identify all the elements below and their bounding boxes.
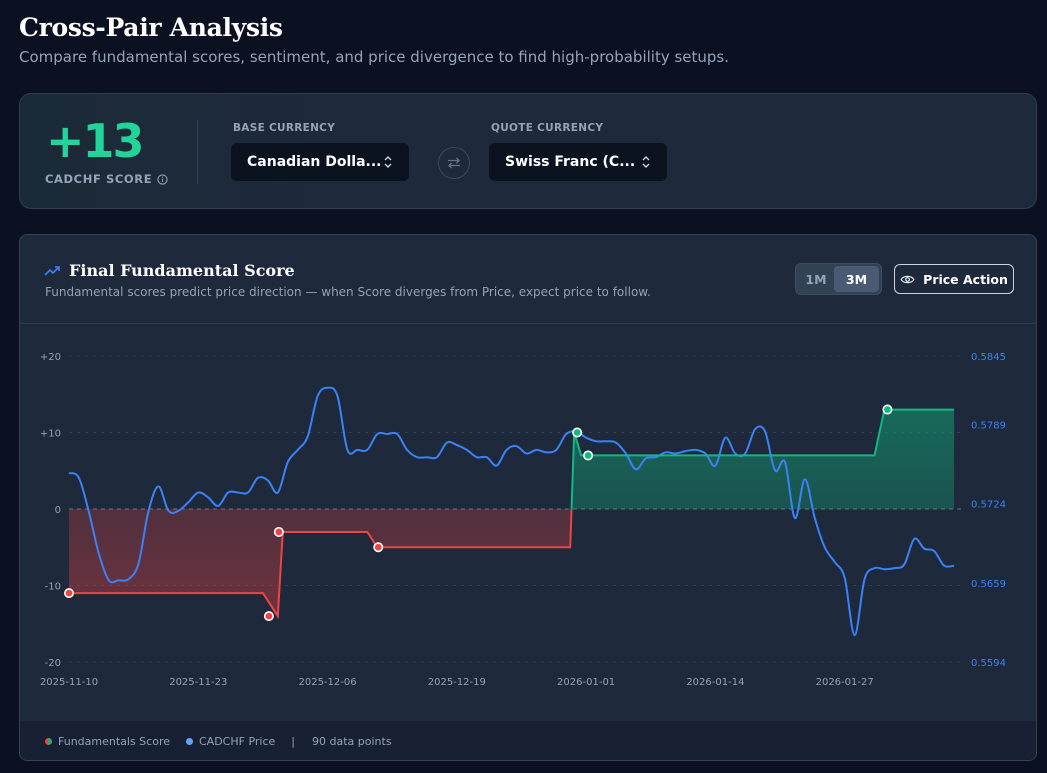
- score-change-marker: [63, 588, 74, 599]
- range-3m-button[interactable]: 3M: [834, 266, 879, 292]
- y-right-tick-label: 0.5659: [971, 579, 1006, 590]
- chart-title-text: Final Fundamental Score: [69, 261, 295, 280]
- score-change-marker: [263, 611, 274, 622]
- page-title: Cross-Pair Analysis: [19, 13, 283, 42]
- quote-currency-label: QUOTE CURRENCY: [491, 122, 604, 134]
- range-toggle: 1M 3M: [795, 263, 882, 295]
- base-currency-value: Canadian Dolla...: [247, 154, 382, 170]
- base-currency-select[interactable]: Canadian Dolla...: [231, 143, 409, 181]
- legend-price-dot: [186, 738, 193, 745]
- info-icon[interactable]: [157, 173, 168, 185]
- score-line-negative: [69, 509, 573, 620]
- x-tick-label: 2025-11-10: [40, 677, 98, 688]
- price-line: [68, 386, 955, 637]
- score-change-marker: [572, 427, 583, 438]
- legend-item-price: CADCHF Price: [186, 735, 275, 748]
- quote-currency-select[interactable]: Swiss Franc (C...: [489, 143, 667, 181]
- x-tick-label: 2025-12-06: [298, 677, 356, 688]
- y-left-tick-label: -20: [45, 658, 61, 669]
- score-label-text: CADCHF SCORE: [45, 172, 153, 186]
- legend-price-label: CADCHF Price: [199, 735, 276, 748]
- price-action-button[interactable]: Price Action: [894, 264, 1014, 294]
- y-right-tick-label: 0.5789: [971, 420, 1006, 431]
- x-tick-label: 2026-01-01: [557, 677, 615, 688]
- price-action-label: Price Action: [923, 271, 1008, 287]
- score-area-negative: [69, 509, 955, 617]
- y-right-tick-label: 0.5845: [971, 352, 1006, 363]
- y-left-tick-label: +10: [40, 429, 61, 440]
- y-right-tick-label: 0.5724: [971, 500, 1006, 511]
- legend-score-label: Fundamentals Score: [58, 735, 170, 748]
- chart-card: Final Fundamental Score Fundamental scor…: [19, 234, 1037, 761]
- score-card: +13 CADCHF SCORE BASE CURRENCY Canadian …: [19, 93, 1037, 209]
- x-tick-label: 2026-01-27: [816, 677, 874, 688]
- quote-currency-value: Swiss Franc (C...: [505, 154, 636, 170]
- swap-icon: [448, 157, 460, 169]
- trend-up-icon: [44, 265, 60, 276]
- page-subtitle: Compare fundamental scores, sentiment, a…: [19, 48, 730, 66]
- chart-header: Final Fundamental Score Fundamental scor…: [20, 235, 1036, 324]
- score-change-marker: [373, 542, 384, 553]
- chart-subtitle: Fundamental scores predict price directi…: [45, 285, 651, 299]
- x-tick-label: 2026-01-14: [686, 677, 744, 688]
- y-right-tick-label: 0.5594: [971, 658, 1006, 669]
- base-currency-label: BASE CURRENCY: [233, 122, 336, 134]
- chart-plot: +20 +10 0 -10 -20 0.5845 0.5789 0.5724 0.5659 0.5…: [40, 352, 1006, 688]
- legend-score-dot: [45, 738, 52, 745]
- chart-legend: Fundamentals Score CADCHF Price | 90 dat…: [20, 721, 1036, 760]
- chart-title: Final Fundamental Score: [44, 261, 295, 280]
- score-line-positive: [570, 408, 955, 509]
- y-left-tick-label: -10: [45, 582, 61, 593]
- score-label: CADCHF SCORE: [45, 172, 168, 186]
- score-change-marker: [882, 404, 893, 415]
- range-1m-button[interactable]: 1M: [805, 271, 827, 287]
- score-change-marker: [583, 450, 594, 461]
- divider: [197, 120, 198, 184]
- x-tick-label: 2025-12-19: [428, 677, 486, 688]
- data-points-count: 90 data points: [312, 735, 392, 748]
- y-left-tick-label: 0: [55, 505, 61, 516]
- chevron-updown-icon: [642, 156, 650, 168]
- score-value: +13: [46, 114, 145, 168]
- eye-icon: [900, 275, 915, 283]
- legend-separator: |: [291, 735, 296, 748]
- x-tick-label: 2025-11-23: [169, 677, 227, 688]
- score-area-positive: [69, 409, 955, 509]
- swap-currencies-button[interactable]: [438, 147, 470, 179]
- chevron-updown-icon: [384, 156, 392, 168]
- y-left-tick-label: +20: [40, 352, 61, 363]
- score-change-marker: [273, 526, 284, 537]
- legend-item-score: Fundamentals Score: [45, 735, 170, 748]
